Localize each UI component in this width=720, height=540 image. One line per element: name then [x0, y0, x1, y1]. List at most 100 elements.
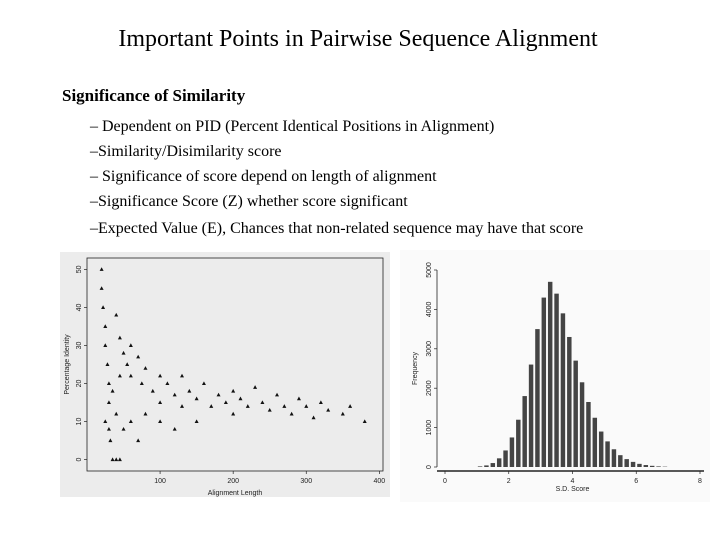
bar [528, 364, 534, 467]
figure-background [60, 252, 390, 497]
point [245, 404, 250, 408]
x-axis-title: Alignment Length [208, 490, 263, 497]
point [216, 392, 221, 397]
y-tick-label: 40 [76, 303, 83, 311]
point [158, 419, 163, 424]
y-tick-label: 2000 [426, 380, 433, 396]
point [275, 392, 280, 397]
point [289, 411, 294, 416]
bar [516, 419, 521, 467]
point [318, 400, 323, 405]
point [296, 396, 301, 401]
bar [567, 336, 572, 467]
point [121, 426, 126, 431]
point [187, 388, 192, 393]
bullet: –Expected Value (E), Chances that non-re… [89, 220, 583, 237]
point [304, 404, 309, 408]
point [143, 366, 148, 370]
point [340, 411, 345, 416]
point [128, 343, 133, 347]
bullet: – Dependent on PID (Percent Identical Po… [89, 118, 494, 135]
bar [484, 465, 489, 467]
bar [535, 329, 540, 467]
point [362, 419, 367, 424]
point [172, 392, 177, 397]
bar [624, 459, 629, 467]
point [117, 457, 122, 462]
point [231, 388, 236, 393]
point [348, 404, 353, 408]
bar [630, 461, 636, 467]
point [180, 373, 185, 378]
bar [554, 293, 559, 467]
point [117, 373, 122, 378]
bar [611, 449, 617, 467]
point [238, 396, 243, 401]
y-axis-title: Frequency [412, 351, 419, 385]
bar [509, 437, 515, 467]
bar [541, 297, 547, 467]
y-tick-label: 5000 [426, 262, 433, 278]
y-tick-label: 30 [76, 341, 83, 349]
point [231, 411, 236, 416]
point [282, 404, 287, 408]
y-tick-label: 4000 [426, 302, 433, 318]
point [194, 396, 199, 401]
y-tick-label: 0 [426, 465, 433, 469]
y-tick-label: 1000 [426, 420, 433, 436]
bar [573, 360, 578, 467]
bar [605, 441, 610, 467]
y-tick-label: 20 [76, 380, 83, 388]
bar [503, 450, 508, 467]
bar [643, 465, 649, 467]
slide-title: Important Points in Pairwise Sequence Al… [118, 26, 598, 52]
point [326, 407, 331, 412]
bullet: –Similarity/Disimilarity score [89, 143, 282, 160]
point [165, 381, 170, 386]
point [267, 407, 272, 412]
bar [586, 401, 591, 467]
point [106, 400, 111, 405]
point [136, 354, 141, 359]
point [117, 335, 122, 340]
point [201, 381, 206, 386]
x-tick-label: 4 [571, 478, 575, 485]
bullet: – Significance of score depend on length… [89, 168, 437, 185]
bar [598, 431, 604, 467]
point [158, 400, 163, 405]
point [180, 404, 185, 408]
point [99, 267, 104, 271]
point [114, 312, 119, 317]
bar [496, 458, 502, 467]
point [223, 400, 228, 405]
point [121, 350, 126, 355]
bar [656, 466, 661, 467]
bar [637, 463, 642, 467]
y-tick-label: 10 [76, 418, 83, 426]
y-tick-label: 0 [76, 458, 83, 462]
bar [490, 463, 496, 467]
point [103, 419, 108, 424]
point [150, 388, 155, 393]
point [101, 305, 106, 309]
point [108, 438, 113, 443]
x-tick-label: 2 [507, 478, 511, 485]
point [106, 381, 111, 386]
bar [592, 417, 598, 467]
x-tick-label: 300 [300, 478, 312, 485]
point [253, 385, 258, 389]
point [128, 419, 133, 424]
point [125, 362, 130, 366]
point [114, 457, 119, 462]
point [194, 419, 199, 424]
x-tick-label: 8 [698, 478, 702, 485]
x-tick-label: 6 [634, 478, 638, 485]
point [139, 381, 144, 386]
point [128, 373, 133, 378]
point [311, 415, 316, 420]
x-axis-title: S.D. Score [556, 486, 590, 493]
x-tick-label: 0 [443, 478, 447, 485]
bullet: –Significance Score (Z) whether score si… [89, 193, 408, 210]
y-tick-label: 50 [76, 265, 83, 273]
point [103, 324, 108, 328]
